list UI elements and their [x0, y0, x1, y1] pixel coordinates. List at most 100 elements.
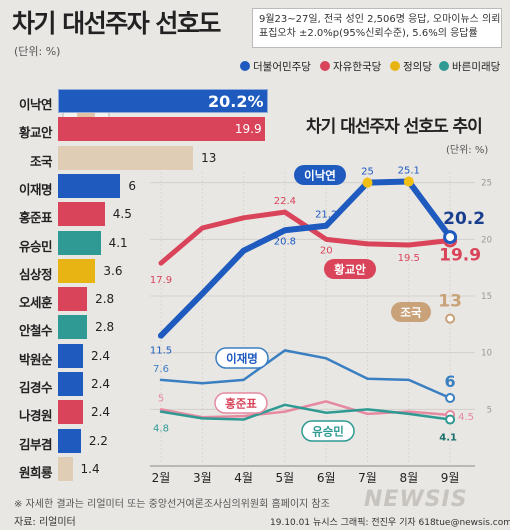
y-tick-label: 10: [481, 349, 492, 359]
survey-note-line2: 표집오차 ±2.0%p(95%신뢰수준), 5.6%의 응답률: [259, 28, 478, 39]
trend-line-chart: 5 10 15 20 25 2월 3월 4월 5월 6월 7월 8월 9월 11.5 20.8 21.2 25 2…: [150, 165, 492, 485]
data-label: 22.4: [274, 196, 296, 207]
bar-name: 심상정: [18, 266, 53, 282]
bar-name: 조국: [29, 153, 53, 169]
bar-name: 박원순: [18, 351, 53, 367]
footer-credit: 19.10.01 뉴시스 그래픽: 전진우 기자 618tue@newsis.c…: [270, 518, 510, 528]
series-end-point: [443, 230, 458, 245]
data-label: 4.5: [458, 412, 474, 423]
series-line-3: [159, 349, 452, 400]
bar-name: 황교안: [18, 125, 53, 141]
data-label: 13: [438, 292, 462, 312]
bar-value-label: 2.8: [95, 320, 115, 335]
series-name-tag: [301, 420, 355, 442]
data-label: 17.9: [150, 275, 172, 286]
x-tick-label: 7월: [358, 471, 377, 485]
data-label: 6: [445, 372, 456, 391]
series-name-label: 홍준표: [225, 397, 257, 411]
bar-value-label: 4.1: [108, 235, 128, 250]
bar-value-label: 20.2%: [208, 92, 264, 111]
bar-value-label: 2.2: [88, 433, 108, 448]
bar: [58, 287, 88, 312]
newsis-watermark: NEWSIS: [364, 487, 468, 512]
series-line-0: [158, 178, 454, 339]
data-label: 20: [320, 245, 333, 256]
series-name-label: 조국: [400, 306, 422, 320]
legend-item-justice: 정의당: [390, 59, 432, 74]
bar-name: 김경수: [18, 380, 53, 395]
x-tick-label: 9월: [441, 471, 460, 485]
highlight-point: [403, 176, 414, 187]
bar-name: 오세훈: [18, 295, 53, 311]
bar: [58, 315, 88, 340]
y-tick-label: 5: [487, 405, 492, 415]
series-start-point: [158, 332, 164, 339]
x-tick-label: 5월: [276, 471, 295, 485]
legend-dot-icon: [320, 61, 330, 71]
footer-note: ※ 자세한 결과는 리얼미터 또는 중앙선거여론조사심의위원회 홈페이지 참조: [14, 499, 330, 510]
bar-name: 안철수: [18, 323, 53, 339]
bar: [58, 258, 96, 283]
trend-title: 차기 대선주자 선호도 추이: [306, 117, 483, 137]
series-end-point: [445, 414, 456, 425]
bar-chart: 이낙연 20.2% 황교안 19.9 조국 13 이재명 6 홍준표 4.5 유승민 4.1 심상정 3.…: [0, 89, 275, 489]
bar-value-label: 19.9: [234, 122, 262, 137]
bar-value-label: 13: [201, 150, 217, 165]
bar-name: 유승민: [18, 238, 53, 254]
data-label: 25: [361, 167, 374, 178]
legend: 더불어민주당 자유한국당 정의당 바른미래당: [240, 59, 510, 75]
series-name-label: 황교안: [334, 263, 366, 277]
series-name-label: 이재명: [226, 352, 258, 366]
legend-dot-icon: [390, 61, 400, 71]
bar: [58, 428, 81, 453]
x-tick-label: 3월: [193, 471, 212, 485]
bar: [58, 400, 83, 425]
x-tick-label: 4월: [234, 471, 253, 485]
survey-note: 9월23~27일, 전국 성인 2,506명 응답, 오마이뉴스 의뢰 표집오차…: [252, 8, 502, 48]
bar-value-label: 2.4: [90, 405, 111, 420]
footer-source: 자료: 리얼미터: [14, 517, 76, 528]
y-tick-label: 20: [481, 235, 492, 245]
bar: [58, 456, 73, 481]
bar-value-label: 6: [128, 178, 137, 193]
legend-item-democratic: 더불어민주당: [240, 59, 311, 74]
bar-name: 이낙연: [18, 97, 53, 112]
bar-value-label: 3.6: [103, 263, 123, 278]
bar: [58, 89, 268, 113]
series-line-5: [159, 403, 452, 421]
bar-value-label: 1.4: [80, 461, 100, 476]
data-label: 25.1: [398, 166, 420, 177]
series-name-label: 이낙연: [304, 169, 336, 183]
legend-dot-icon: [439, 61, 449, 71]
trend-unit: (단위: %): [446, 145, 489, 156]
data-label: 4.1: [439, 433, 457, 444]
bar-value-label: 2.4: [90, 377, 111, 391]
x-tick-label: 2월: [152, 471, 171, 485]
highlight-point: [362, 177, 373, 188]
series-name-label: 유승민: [312, 425, 344, 439]
bar: [58, 230, 101, 255]
series-name-tag: [214, 392, 268, 414]
unit-label: (단위: %): [14, 45, 61, 58]
bar: [58, 117, 265, 142]
data-label: 11.5: [150, 346, 172, 357]
bar: [58, 343, 83, 368]
data-label: 20.8: [274, 236, 296, 247]
bar-value-label: 4.5: [112, 207, 132, 222]
data-label: 19.9: [439, 245, 481, 265]
bar-name: 홍준표: [18, 210, 53, 226]
series-end-point: [445, 313, 456, 324]
legend-item-bareunmirae: 바른미래당: [439, 59, 500, 74]
data-label: 7.6: [153, 364, 169, 375]
x-tick-label: 8월: [399, 471, 418, 485]
legend-item-liberty-korea: 자유한국당: [320, 59, 381, 74]
bar: [58, 372, 83, 396]
bar-name: 나경원: [18, 408, 53, 424]
bar-name: 원희룡: [18, 464, 53, 480]
series-name-tag: [294, 165, 346, 185]
series-name-tag: [215, 347, 269, 369]
x-tick-label: 6월: [317, 471, 336, 485]
data-label: 21.2: [315, 210, 337, 221]
survey-note-line1: 9월23~27일, 전국 성인 2,506명 응답, 오마이뉴스 의뢰: [259, 14, 501, 25]
